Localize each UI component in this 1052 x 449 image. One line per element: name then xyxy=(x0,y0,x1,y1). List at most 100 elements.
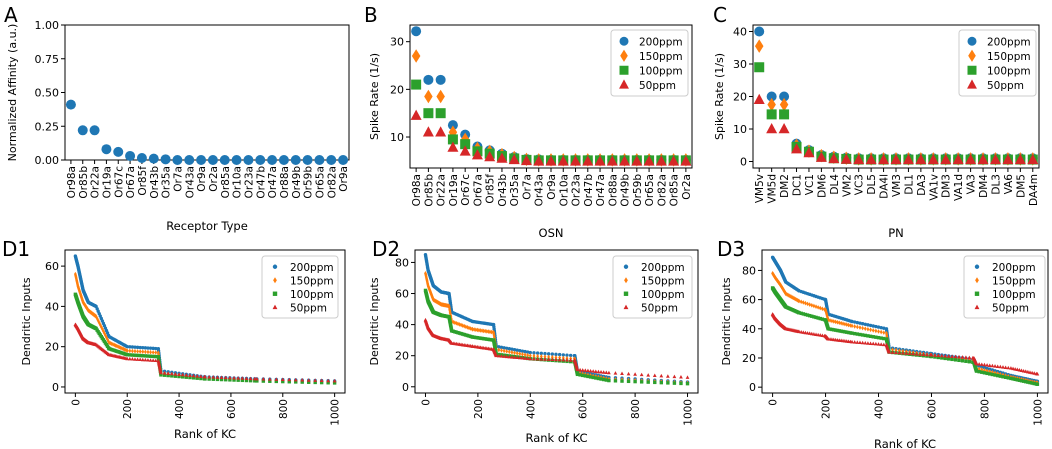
panel-d3-point-200ppm xyxy=(850,319,854,324)
panel-d1-xtick-label: 400 xyxy=(174,399,186,419)
panel-d3-point-150ppm xyxy=(797,298,801,304)
panel-d1-point-150ppm xyxy=(141,349,145,355)
panel-d2-point-50ppm xyxy=(554,357,558,362)
panel-d3-point-100ppm xyxy=(940,356,944,360)
panel-d1-point-100ppm xyxy=(125,353,129,357)
panel-d2-point-50ppm xyxy=(599,369,603,374)
panel-d3-point-50ppm xyxy=(933,353,937,357)
panel-d3-point-50ppm xyxy=(1028,370,1032,374)
panel-d1-point-100ppm xyxy=(199,376,203,381)
panel-d2-point-50ppm xyxy=(601,370,606,374)
panel-d3-point-50ppm xyxy=(855,340,860,344)
panel-d2-point-50ppm xyxy=(535,357,540,361)
panel-d1-point-100ppm xyxy=(141,354,145,358)
panel-d1-point-50ppm xyxy=(236,376,241,380)
panel-b-xtick-label: Or47a xyxy=(595,174,607,206)
panel-d3-point-100ppm xyxy=(980,370,984,374)
panel-d1-point-100ppm xyxy=(232,378,236,382)
panel-b-point-50ppm xyxy=(643,155,655,166)
panel-c-xtick-label: DL3 xyxy=(990,174,1002,195)
panel-d3-point-50ppm xyxy=(990,363,995,368)
panel-d1-point-50ppm xyxy=(287,377,292,382)
panel-d2-point-150ppm xyxy=(475,327,479,333)
panel-d3-point-50ppm xyxy=(977,362,982,366)
panel-c-legend-label-150ppm: 150ppm xyxy=(987,51,1031,63)
panel-d1-point-100ppm xyxy=(307,380,311,384)
panel-d3-point-50ppm xyxy=(871,341,876,346)
panel-d3-point-200ppm xyxy=(863,322,867,327)
panel-d1-point-200ppm xyxy=(138,345,142,350)
panel-d2-point-50ppm xyxy=(652,373,657,377)
panel-d1-point-200ppm xyxy=(135,345,140,350)
panel-d3-point-100ppm xyxy=(863,333,867,338)
panel-d3-xtick-label: 400 xyxy=(874,399,886,419)
panel-d2-point-50ppm xyxy=(565,358,569,362)
panel-a-ytick-label: 1.00 xyxy=(35,19,60,32)
panel-d2-point-100ppm xyxy=(575,372,580,377)
panel-a-xtick-label: Or2a xyxy=(208,166,220,192)
panel-d3-point-100ppm xyxy=(1021,379,1026,383)
panel-d3-point-100ppm xyxy=(846,330,851,335)
panel-d2-point-50ppm xyxy=(659,373,664,378)
panel-d2-point-50ppm xyxy=(543,357,547,361)
panel-b-legend-label-200ppm: 200ppm xyxy=(639,36,683,48)
panel-d3-point-200ppm xyxy=(988,367,992,371)
panel-d1-point-150ppm xyxy=(112,342,116,348)
panel-d3-point-100ppm xyxy=(933,355,937,359)
panel-d2-point-50ppm xyxy=(679,375,683,379)
panel-d3-point-150ppm xyxy=(839,320,843,326)
panel-d3-point-100ppm xyxy=(953,358,958,362)
panel-d3-point-150ppm xyxy=(808,302,812,307)
panel-d3-point-100ppm xyxy=(1024,379,1028,384)
panel-d2-axes-frame xyxy=(414,249,699,394)
panel-d3-point-150ppm xyxy=(891,347,894,352)
panel-c-xtick-label: DM5 xyxy=(1015,174,1027,198)
panel-b-point-100ppm xyxy=(411,79,422,90)
panel-d1-point-50ppm xyxy=(127,356,132,361)
panel-c-point-100ppm xyxy=(766,109,777,120)
panel-c-point-100ppm xyxy=(779,109,790,120)
panel-d1-point-150ppm xyxy=(125,348,129,353)
panel-d1-point-150ppm xyxy=(133,348,137,354)
panel-c-xtick-label: DA4l xyxy=(879,174,891,199)
panel-d1-point-100ppm xyxy=(294,380,298,384)
panel-d3-point-200ppm xyxy=(874,324,878,329)
panel-d2-point-150ppm xyxy=(500,348,503,353)
panel-d3-point-50ppm xyxy=(911,351,916,356)
panel-d2-point-50ppm xyxy=(512,355,517,359)
panel-d3-point-50ppm xyxy=(1003,365,1008,369)
panel-a-xtick-label: Or85f xyxy=(137,166,149,196)
panel-d1-ytick-label: 40 xyxy=(45,300,59,313)
panel-a-point xyxy=(101,144,112,155)
panel-d1-point-50ppm xyxy=(203,374,207,379)
panel-c-legend-marker-200ppm xyxy=(967,36,977,46)
panel-c-xtick-label: DM6 xyxy=(816,174,828,198)
panel-d3-point-50ppm xyxy=(1026,369,1030,374)
panel-d2-point-50ppm xyxy=(528,356,533,361)
panel-d2-point-150ppm xyxy=(456,321,460,327)
panel-d3-point-50ppm xyxy=(1017,368,1022,372)
panel-a-ytick-label: 0.75 xyxy=(35,53,60,66)
panel-d3-point-150ppm xyxy=(882,330,886,335)
panel-d3-legend-label-200ppm: 200ppm xyxy=(992,262,1036,274)
panel-d3-point-100ppm xyxy=(1001,375,1005,379)
panel-c-xtick-label: DM2 xyxy=(779,174,791,198)
panel-c-ytick-label: 40 xyxy=(733,26,747,39)
panel-a-point xyxy=(184,155,195,165)
panel-d2-point-200ppm xyxy=(561,353,566,357)
panel-d3-legend-marker-50ppm xyxy=(974,304,980,310)
panel-d1-point-100ppm xyxy=(268,379,272,383)
panel-d2-point-150ppm xyxy=(558,355,562,361)
panel-d2-point-150ppm xyxy=(520,351,524,357)
panel-c-xtick-label: VA1d xyxy=(953,174,965,201)
panel-b-xtick-label: Or98a xyxy=(411,174,423,206)
panel-c-legend-marker-50ppm xyxy=(967,79,977,89)
panel-b-xtick-label: Or88a xyxy=(607,174,619,206)
panel-d3-point-200ppm xyxy=(985,366,989,371)
panel-d1-point-100ppm xyxy=(255,379,259,383)
panel-d2-point-50ppm xyxy=(586,368,590,373)
panel-d2-point-200ppm xyxy=(554,352,558,357)
panel-d1-point-100ppm xyxy=(253,379,257,383)
panel-a-xtick-label: Or67a xyxy=(125,166,137,198)
panel-a-xtick-label: Or43a xyxy=(184,166,196,198)
